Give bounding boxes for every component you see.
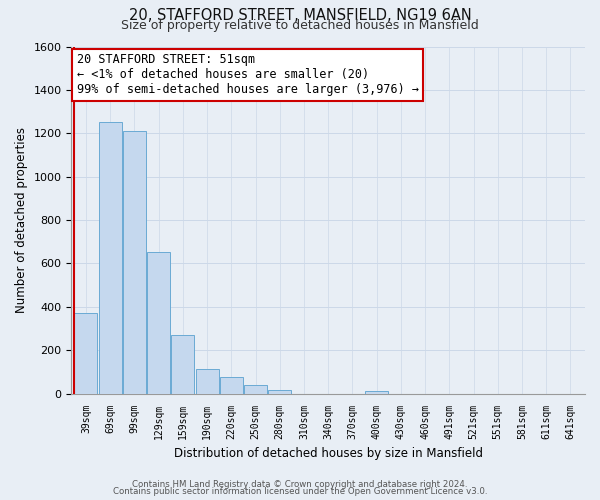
Bar [172,335,194,394]
Text: Size of property relative to detached houses in Mansfield: Size of property relative to detached ho… [121,19,479,32]
Bar [365,390,388,394]
Text: Contains public sector information licensed under the Open Government Licence v3: Contains public sector information licen… [113,488,487,496]
Bar [220,378,243,394]
Bar [244,386,267,394]
Bar [268,390,291,394]
Bar [196,368,218,394]
Bar [147,252,170,394]
Bar [74,314,97,394]
Text: Contains HM Land Registry data © Crown copyright and database right 2024.: Contains HM Land Registry data © Crown c… [132,480,468,489]
Text: 20, STAFFORD STREET, MANSFIELD, NG19 6AN: 20, STAFFORD STREET, MANSFIELD, NG19 6AN [128,8,472,22]
Y-axis label: Number of detached properties: Number of detached properties [15,127,28,313]
Text: 20 STAFFORD STREET: 51sqm
← <1% of detached houses are smaller (20)
99% of semi-: 20 STAFFORD STREET: 51sqm ← <1% of detac… [77,54,419,96]
Bar [123,131,146,394]
Bar [98,122,122,394]
X-axis label: Distribution of detached houses by size in Mansfield: Distribution of detached houses by size … [174,447,483,460]
